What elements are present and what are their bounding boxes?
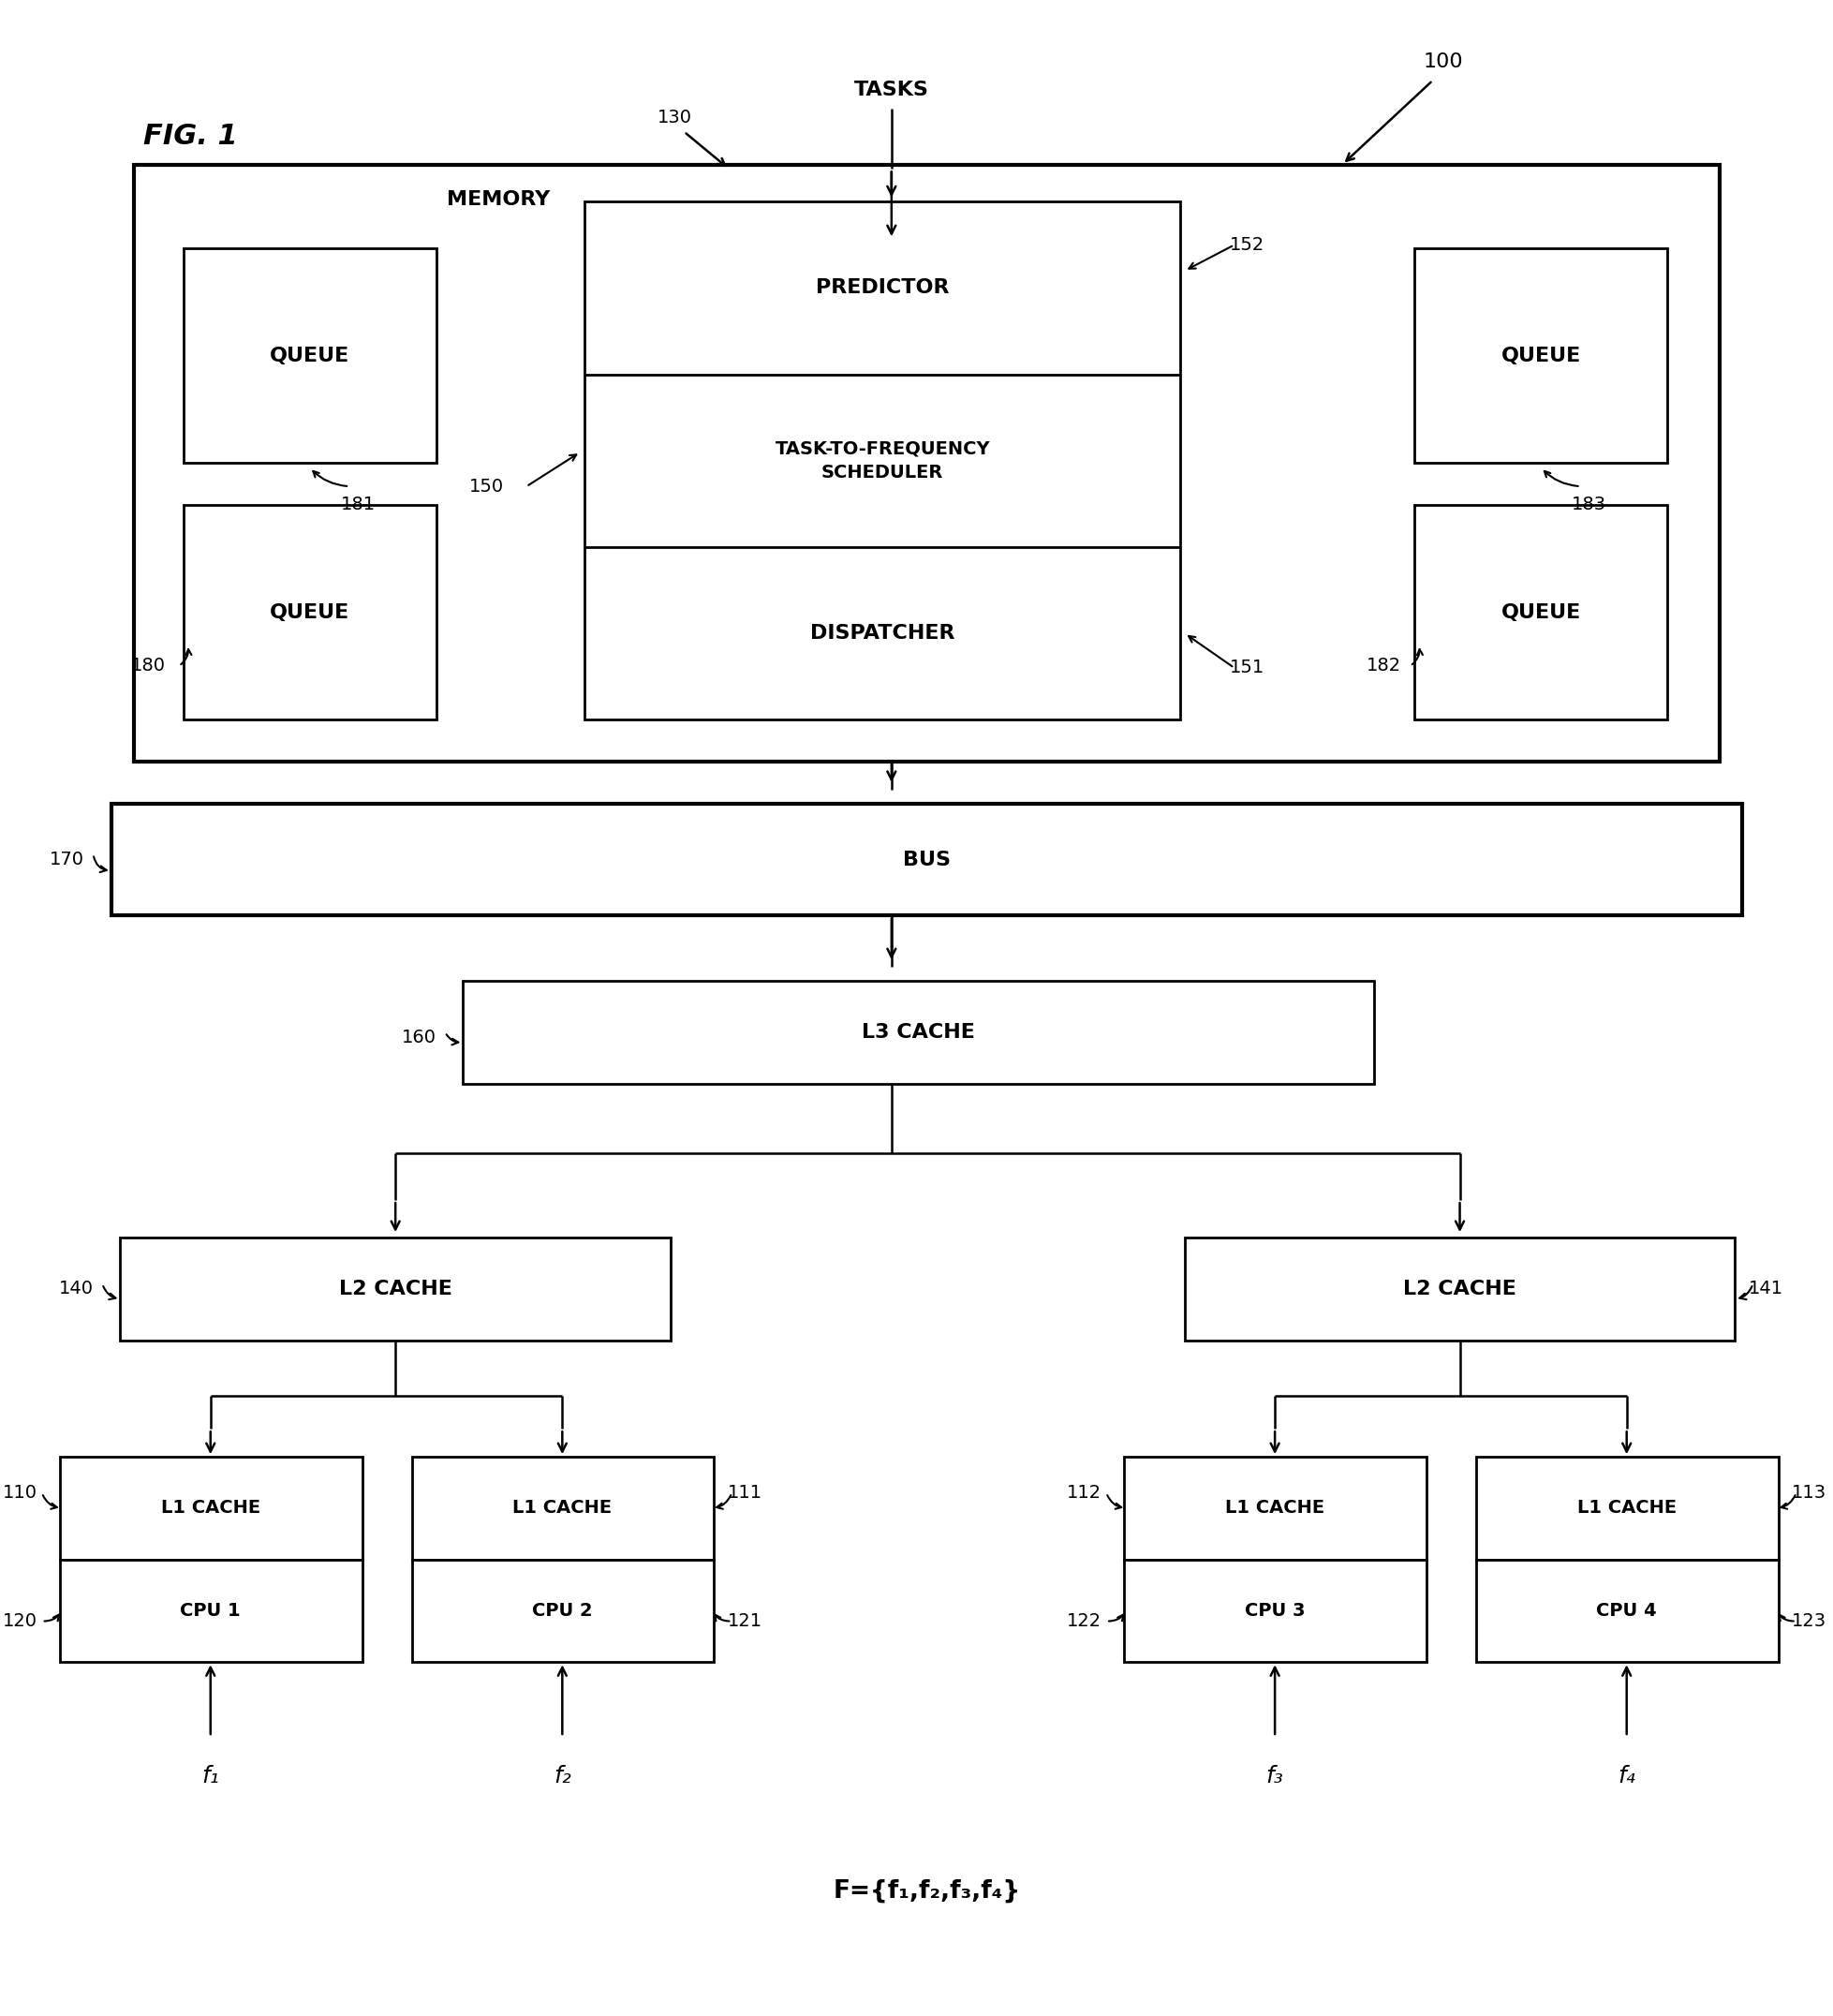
- Text: 151: 151: [1230, 659, 1265, 677]
- Text: f₃: f₃: [1265, 1764, 1283, 1788]
- Text: MEMORY: MEMORY: [447, 192, 550, 210]
- Text: F={f₁,f₂,f₃,f₄}: F={f₁,f₂,f₃,f₄}: [832, 1879, 1019, 1903]
- Text: CPU 3: CPU 3: [1245, 1603, 1305, 1619]
- Text: 100: 100: [1422, 52, 1463, 71]
- Text: QUEUE: QUEUE: [269, 603, 350, 621]
- Text: 152: 152: [1230, 236, 1265, 254]
- Bar: [585, 202, 1180, 720]
- Text: QUEUE: QUEUE: [1499, 603, 1580, 621]
- Text: CPU 1: CPU 1: [180, 1603, 240, 1619]
- Text: 180: 180: [130, 657, 165, 675]
- Bar: [121, 1238, 671, 1341]
- Bar: [60, 1458, 361, 1560]
- Text: 183: 183: [1571, 496, 1606, 514]
- Bar: [464, 982, 1373, 1083]
- Text: PREDICTOR: PREDICTOR: [816, 278, 949, 298]
- Bar: [1476, 1458, 1778, 1560]
- Text: QUEUE: QUEUE: [1499, 347, 1580, 365]
- Text: 140: 140: [59, 1280, 93, 1298]
- Text: 110: 110: [2, 1484, 37, 1502]
- Bar: [183, 506, 436, 720]
- Bar: [1476, 1560, 1778, 1661]
- Bar: [134, 165, 1719, 762]
- Text: 141: 141: [1747, 1280, 1782, 1298]
- Text: L1 CACHE: L1 CACHE: [513, 1500, 612, 1518]
- Text: f₁: f₁: [202, 1764, 220, 1788]
- Text: f₄: f₄: [1617, 1764, 1635, 1788]
- Text: 170: 170: [49, 851, 84, 869]
- Text: L2 CACHE: L2 CACHE: [1402, 1280, 1516, 1298]
- Text: 130: 130: [656, 109, 691, 127]
- Text: L1 CACHE: L1 CACHE: [161, 1500, 260, 1518]
- Text: DISPATCHER: DISPATCHER: [810, 625, 955, 643]
- Bar: [1124, 1458, 1426, 1560]
- Bar: [112, 804, 1741, 915]
- Bar: [411, 1560, 713, 1661]
- Text: L1 CACHE: L1 CACHE: [1224, 1500, 1323, 1518]
- Text: TASKS: TASKS: [854, 81, 929, 99]
- Text: CPU 4: CPU 4: [1595, 1603, 1655, 1619]
- Text: 181: 181: [341, 496, 376, 514]
- Text: 123: 123: [1791, 1613, 1826, 1631]
- Text: FIG. 1: FIG. 1: [143, 123, 236, 149]
- Bar: [1413, 506, 1666, 720]
- Text: BUS: BUS: [902, 851, 949, 869]
- Text: 120: 120: [2, 1613, 37, 1631]
- Text: 160: 160: [401, 1028, 436, 1046]
- Bar: [60, 1560, 361, 1661]
- Text: L2 CACHE: L2 CACHE: [339, 1280, 451, 1298]
- Text: 122: 122: [1067, 1613, 1102, 1631]
- Text: 113: 113: [1791, 1484, 1826, 1502]
- Text: 111: 111: [728, 1484, 763, 1502]
- Text: L1 CACHE: L1 CACHE: [1576, 1500, 1675, 1518]
- Text: L3 CACHE: L3 CACHE: [862, 1022, 975, 1042]
- Bar: [1413, 248, 1666, 464]
- Bar: [411, 1458, 713, 1560]
- Text: f₂: f₂: [554, 1764, 570, 1788]
- Bar: [1184, 1238, 1734, 1341]
- Text: CPU 2: CPU 2: [532, 1603, 592, 1619]
- Bar: [183, 248, 436, 464]
- Text: 121: 121: [728, 1613, 763, 1631]
- Text: 112: 112: [1067, 1484, 1102, 1502]
- Text: QUEUE: QUEUE: [269, 347, 350, 365]
- Bar: [1124, 1560, 1426, 1661]
- Text: TASK-TO-FREQUENCY
SCHEDULER: TASK-TO-FREQUENCY SCHEDULER: [775, 439, 990, 482]
- Text: 182: 182: [1366, 657, 1400, 675]
- Text: 150: 150: [469, 478, 504, 496]
